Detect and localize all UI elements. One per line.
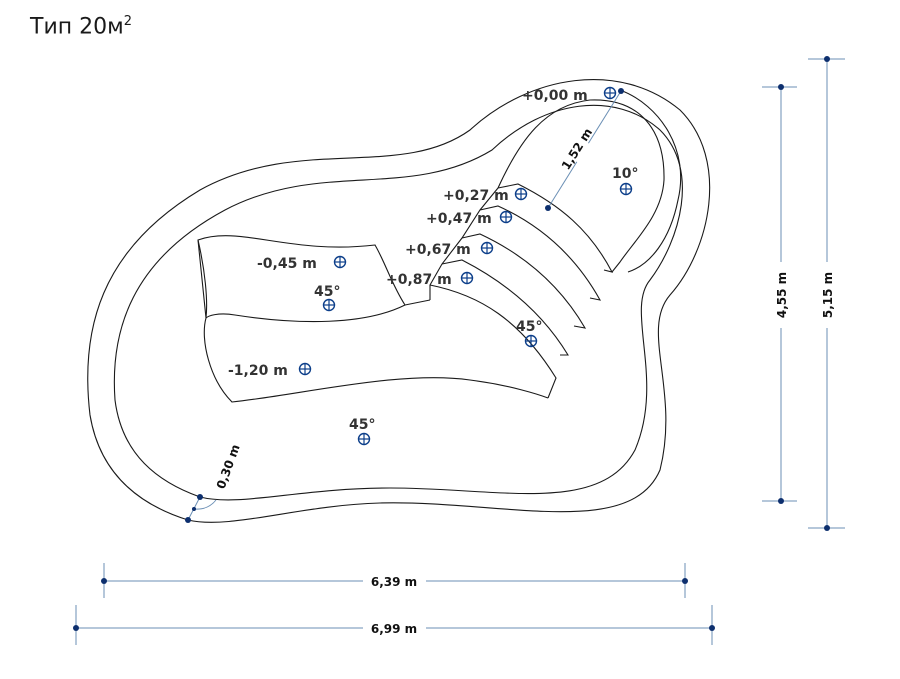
- level-marker-step3: [480, 241, 494, 255]
- label-rim-width: 0,30 m: [214, 442, 243, 490]
- rim-width-arc: [193, 499, 217, 510]
- label-level-step3: +0,67 m: [405, 242, 471, 258]
- level-marker-stairs-slope: [524, 334, 538, 348]
- label-inner-width: 4,55 m: [775, 272, 789, 318]
- stair-tread-4: [441, 259, 569, 356]
- rim-width-dimension-inner: [197, 494, 203, 500]
- label-level-top: +0,00 m: [522, 88, 588, 104]
- level-marker-bottom-slope: [357, 432, 371, 446]
- label-slope-stairs: 45°: [516, 319, 542, 335]
- label-level-deep: -1,20 m: [228, 363, 288, 379]
- page-title: Тип 20м2: [30, 14, 132, 39]
- inner-width-dot-bottom: [778, 498, 784, 504]
- beach-coping-line: [619, 89, 682, 273]
- label-outer-length: 6,99 m: [371, 622, 417, 636]
- pool-outer-outline: [87, 79, 711, 523]
- outer-width-dot-bottom: [824, 525, 830, 531]
- rim-width-dimension-outer: [185, 517, 191, 523]
- level-marker-beach: [619, 182, 633, 196]
- inner-length-dot-left: [101, 578, 107, 584]
- label-level-shelf: -0,45 m: [257, 256, 317, 272]
- label-level-step2: +0,47 m: [426, 211, 492, 227]
- level-marker-deep: [298, 362, 312, 376]
- shelf-front-edge: [197, 239, 208, 319]
- label-level-step4: +0,87 m: [386, 272, 452, 288]
- stair-tread-1: [497, 183, 614, 273]
- level-marker-step2: [499, 210, 513, 224]
- level-marker-top: [603, 86, 617, 100]
- outer-length-dot-right: [709, 625, 715, 631]
- label-slope-shelf: 45°: [314, 284, 340, 300]
- pool-inner-outline: [113, 104, 683, 501]
- inner-width-dot-top: [778, 84, 784, 90]
- label-outer-width: 5,15 m: [821, 272, 835, 318]
- beach-width-dimension-end: [545, 205, 551, 211]
- label-slope-bottom: 45°: [349, 417, 375, 433]
- stair-side-edge: [429, 187, 499, 300]
- shelf-outline: [197, 235, 406, 323]
- title-text: Тип 20м: [30, 14, 124, 40]
- deep-zone-outline: [203, 317, 549, 403]
- outer-width-dot-top: [824, 56, 830, 62]
- label-slope-beach: 10°: [612, 166, 638, 182]
- level-marker-shelf: [333, 255, 347, 269]
- level-marker-shelf-slope: [322, 298, 336, 312]
- title-superscript: 2: [123, 14, 132, 29]
- level-marker-step1: [514, 187, 528, 201]
- level-marker-step4: [460, 271, 474, 285]
- beach-platform-outline: [497, 99, 665, 273]
- shelf-ridge: [404, 299, 431, 306]
- stair-tread-3: [461, 233, 587, 329]
- beach-width-label-bg: [551, 127, 603, 171]
- inner-length-dot-right: [682, 578, 688, 584]
- beach-width-dimension-start: [618, 88, 624, 94]
- outer-length-dot-left: [73, 625, 79, 631]
- stair-lower-edge: [429, 284, 557, 399]
- rim-width-dimension-mid: [192, 507, 196, 511]
- label-level-step1: +0,27 m: [443, 188, 509, 204]
- stair-tread-2: [479, 205, 602, 301]
- label-inner-length: 6,39 m: [371, 575, 417, 589]
